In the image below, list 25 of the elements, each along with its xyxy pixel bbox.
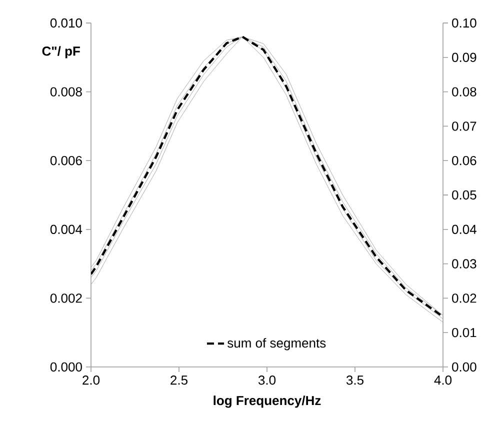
y2-tick-label: 0.00 (452, 362, 476, 372)
y2-tick-label: 0.08 (452, 87, 476, 96)
y-tick-label: 0.008 (50, 87, 82, 96)
x-tick-label: 2.0 (82, 376, 100, 385)
y-tick-label: 0.000 (50, 362, 82, 372)
x-tick-label: 2.5 (170, 376, 188, 385)
x-tick-label: 3.0 (258, 376, 276, 385)
y2-tick-label: 0.06 (452, 156, 476, 166)
y2-tick-label: 0.01 (452, 328, 476, 338)
y-tick-label: 0.006 (50, 156, 82, 166)
y2-tick-label: 0.02 (452, 294, 476, 303)
y-tick-label: 0.002 (50, 294, 82, 303)
y-axis-title: C"/ pF (42, 46, 80, 58)
x-tick-label: 4.0 (434, 376, 452, 385)
y2-tick-label: 0.05 (452, 190, 476, 200)
y-tick-label: 0.010 (50, 18, 82, 28)
y2-tick-label: 0.09 (452, 52, 476, 62)
x-tick-label: 3.5 (346, 376, 364, 385)
x-axis-title: log Frequency/Hz (214, 396, 321, 408)
y2-tick-label: 0.04 (452, 224, 476, 234)
y-tick-label: 0.004 (50, 224, 82, 234)
legend-label: sum of segments (228, 338, 326, 350)
y2-tick-label: 0.07 (452, 122, 476, 131)
y2-tick-label: 0.10 (452, 18, 476, 28)
y2-tick-label: 0.03 (452, 259, 476, 268)
